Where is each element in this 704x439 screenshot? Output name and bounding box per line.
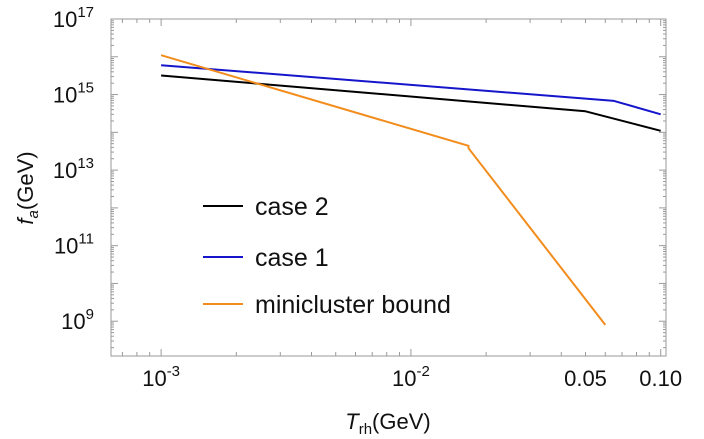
series-line-minicluster-bound xyxy=(160,54,607,326)
y-axis-label: fa(GeV) xyxy=(13,151,42,224)
y-tick-label: 1011 xyxy=(54,231,94,259)
y-axis-label-unit: (GeV) xyxy=(13,151,38,210)
x-axis-label-sub: rh xyxy=(359,421,372,438)
x-tick-label: 10-3 xyxy=(142,363,180,391)
x-tick-label: 0.10 xyxy=(639,366,682,391)
y-tick-label: 1015 xyxy=(53,80,94,108)
series-line-case-2 xyxy=(161,74,661,132)
x-axis-label: Trh(GeV) xyxy=(345,409,430,438)
x-tick-label: 0.05 xyxy=(564,366,607,391)
y-axis-label-main: f xyxy=(13,216,38,225)
legend: case 2 case 1 minicluster bound xyxy=(203,193,451,319)
x-axis-label-unit: (GeV) xyxy=(372,409,431,434)
legend-label-case-1: case 1 xyxy=(255,244,329,272)
series-group xyxy=(160,54,661,326)
y-axis-label-sub: a xyxy=(25,210,42,218)
y-tick-label: 1013 xyxy=(53,155,94,183)
x-tick-label: 10-2 xyxy=(392,363,430,391)
tick-labels: 10-3 10-2 0.05 0.10 109 1011 1013 1015 1017 xyxy=(53,4,682,391)
axis-ticks xyxy=(111,18,666,356)
plot-frame xyxy=(110,18,667,357)
series-line-case-1 xyxy=(161,64,661,116)
legend-label-case-2: case 2 xyxy=(255,193,329,221)
y-tick-label: 109 xyxy=(61,306,94,334)
x-axis-label-main: T xyxy=(345,409,360,434)
y-tick-label: 1017 xyxy=(53,4,94,32)
legend-label-minicluster-bound: minicluster bound xyxy=(255,291,451,319)
